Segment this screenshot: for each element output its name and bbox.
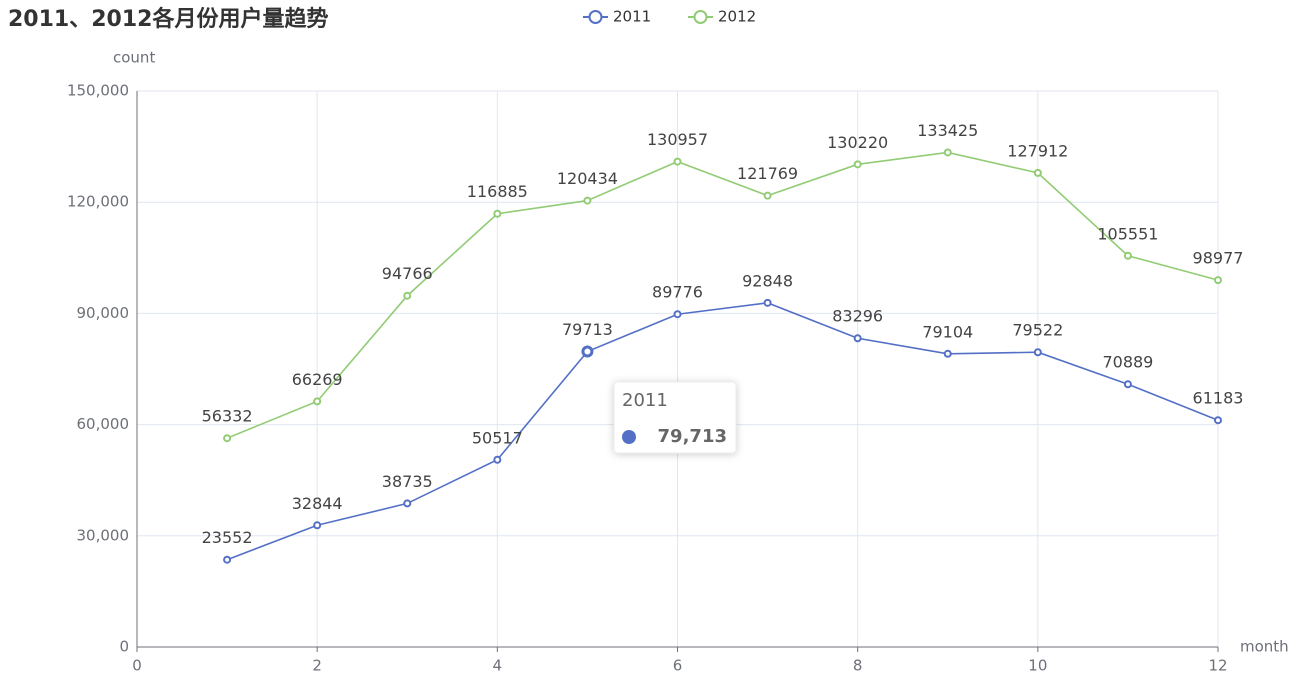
y-tick-label: 120,000	[67, 193, 129, 211]
data-label: 61183	[1193, 389, 1244, 408]
tooltip: 2011 79,713	[613, 381, 737, 454]
data-point	[493, 455, 502, 464]
y-tick-label: 150,000	[67, 82, 129, 100]
data-point	[1123, 380, 1132, 389]
legend-label: 2011	[613, 8, 651, 26]
x-tick-label: 4	[493, 657, 503, 675]
data-point	[223, 434, 232, 443]
legend-item[interactable]: 2011	[583, 8, 651, 26]
data-point	[1214, 276, 1222, 285]
data-label: 105551	[1097, 224, 1158, 243]
x-tick-label: 6	[673, 657, 683, 675]
data-label: 127912	[1007, 141, 1068, 160]
legend-label: 2012	[718, 8, 756, 26]
data-label: 133425	[917, 121, 978, 140]
data-label: 79713	[562, 320, 613, 339]
data-label: 130957	[647, 130, 708, 149]
data-point	[403, 499, 412, 508]
legend-symbol	[693, 10, 708, 24]
data-label: 70889	[1102, 353, 1153, 372]
y-tick-label: 60,000	[77, 415, 130, 433]
data-label: 94766	[382, 264, 433, 283]
data-point	[583, 196, 592, 205]
y-tick-label: 90,000	[77, 304, 130, 322]
x-tick-label: 10	[1028, 657, 1047, 675]
x-tick-label: 0	[132, 657, 142, 675]
data-label: 120434	[557, 169, 618, 188]
data-label: 116885	[467, 182, 528, 201]
data-point	[943, 148, 952, 157]
x-tick-label: 8	[853, 657, 863, 675]
data-point	[763, 298, 772, 307]
y-axis-title: count	[113, 49, 155, 67]
data-point	[1123, 251, 1132, 260]
data-label: 79522	[1012, 321, 1063, 340]
data-point	[763, 191, 772, 200]
data-label: 23552	[202, 528, 253, 547]
tooltip-value: 79,713	[658, 426, 727, 447]
data-point	[1033, 348, 1042, 357]
data-label: 83296	[832, 307, 883, 326]
data-label: 38735	[382, 472, 433, 491]
data-label: 66269	[292, 370, 343, 389]
y-tick-label: 30,000	[77, 526, 130, 544]
data-point	[673, 157, 682, 166]
tooltip-title: 2011	[622, 390, 668, 411]
data-label: 98977	[1193, 249, 1244, 268]
data-point	[403, 291, 412, 300]
series-line	[226, 302, 1219, 561]
data-point	[943, 349, 952, 358]
y-tick-label: 0	[119, 638, 129, 656]
data-label: 92848	[742, 271, 793, 290]
data-point	[673, 310, 682, 319]
x-axis-title: month	[1240, 638, 1289, 656]
tooltip-marker	[622, 430, 636, 444]
series-line	[226, 151, 1219, 439]
data-label: 79104	[922, 322, 973, 341]
x-tick-label: 2	[312, 657, 322, 675]
tooltip-box	[613, 381, 737, 454]
chart-title: 2011、2012各月份用户量趋势	[8, 6, 328, 32]
data-point	[223, 555, 232, 564]
x-tick-label: 12	[1208, 657, 1227, 675]
data-label: 130220	[827, 133, 888, 152]
data-label: 50517	[472, 428, 523, 447]
data-label: 121769	[737, 164, 798, 183]
data-point	[853, 334, 862, 343]
legend-item[interactable]: 2012	[688, 8, 756, 26]
data-label: 32844	[292, 494, 343, 513]
data-point	[853, 160, 862, 169]
data-point	[313, 521, 322, 530]
data-point	[581, 345, 594, 358]
data-label: 89776	[652, 283, 703, 302]
data-point	[313, 397, 322, 406]
data-point	[493, 209, 502, 218]
data-point	[1214, 416, 1222, 425]
data-point	[1033, 168, 1042, 177]
legend-symbol	[588, 10, 603, 24]
data-label: 56332	[202, 407, 253, 426]
